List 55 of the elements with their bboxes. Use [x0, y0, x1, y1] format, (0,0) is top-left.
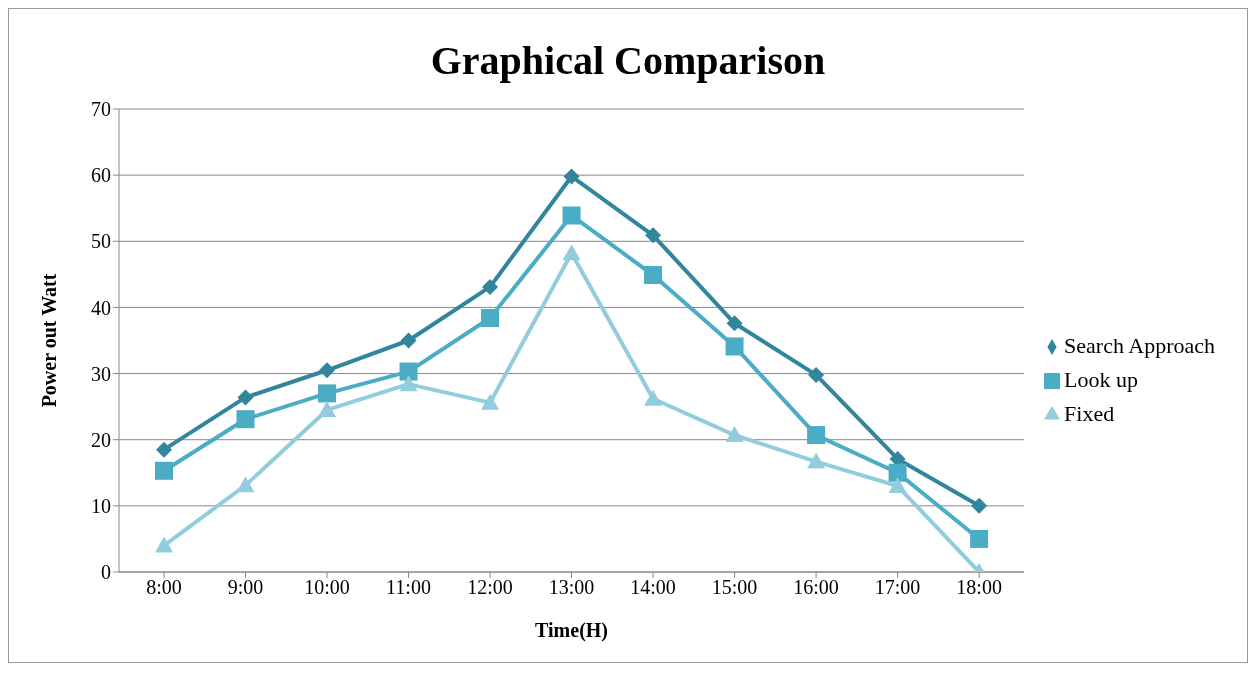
y-tick-label: 0	[101, 561, 111, 584]
y-tick-label: 30	[91, 362, 111, 385]
point	[481, 393, 500, 410]
x-tick-label: 17:00	[874, 576, 921, 599]
point	[156, 441, 172, 458]
point	[644, 389, 663, 406]
point	[318, 400, 337, 417]
x-tick-label: 14:00	[630, 576, 676, 599]
chart-title: Graphical Comparison	[429, 37, 827, 85]
point	[725, 426, 744, 443]
point	[970, 529, 989, 548]
y-axis-title: Power out Watt	[38, 273, 61, 408]
x-axis-title: Time(H)	[535, 619, 609, 642]
point	[237, 389, 254, 406]
point	[726, 315, 743, 332]
y-tick-label: 10	[91, 494, 111, 517]
x-tick-label: 13:00	[548, 576, 595, 599]
legend-label: Look up	[1064, 366, 1139, 392]
point	[482, 278, 499, 295]
y-tick-label: 60	[91, 164, 111, 187]
legend-label: Search Approach	[1064, 332, 1215, 358]
point	[399, 375, 418, 392]
x-tick-label: 8:00	[146, 576, 182, 599]
x-tick-label: 11:00	[386, 576, 431, 599]
point	[888, 463, 907, 482]
x-tick-label: 15:00	[711, 576, 758, 599]
point	[807, 426, 826, 445]
point	[155, 461, 173, 480]
point	[562, 206, 581, 225]
point	[807, 452, 826, 469]
x-tick-label: 18:00	[956, 576, 1002, 599]
point	[888, 477, 907, 494]
point	[562, 244, 581, 261]
point	[481, 309, 500, 328]
point	[318, 384, 337, 403]
point	[725, 337, 744, 356]
x-tick-label: 9:00	[227, 576, 264, 599]
y-tick-label: 50	[91, 230, 111, 253]
point	[644, 266, 663, 285]
point	[236, 410, 255, 429]
point	[808, 366, 825, 383]
y-tick-label: 40	[91, 296, 111, 319]
legend-label: Fixed	[1064, 400, 1115, 426]
point	[399, 362, 418, 381]
point	[400, 332, 417, 349]
x-tick-label: 12:00	[467, 576, 513, 599]
point	[645, 227, 662, 244]
y-tick-label: 20	[91, 428, 111, 451]
x-tick-label: 16:00	[793, 576, 839, 599]
point	[971, 497, 988, 514]
x-tick-label: 10:00	[304, 576, 350, 599]
y-tick-label: 70	[91, 98, 111, 121]
point	[319, 362, 336, 379]
point	[155, 536, 173, 553]
point	[563, 168, 580, 185]
